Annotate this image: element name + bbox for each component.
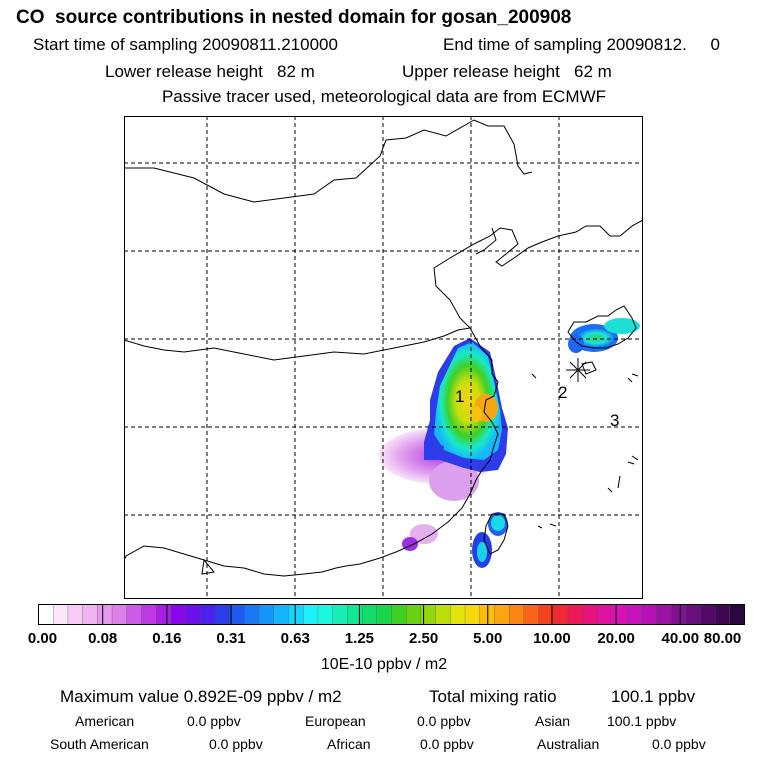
colorbar-cell (288, 604, 304, 625)
colorbar-cell (229, 604, 245, 625)
colorbar-cell (258, 604, 275, 625)
colorbar-cell (376, 604, 392, 625)
colorbar-cell (82, 604, 98, 625)
upper-release-label: Upper release height 62 m (402, 62, 612, 81)
colorbar-cell (567, 604, 584, 625)
maximum-value-label: Maximum value 0.892E-09 ppbv / m2 (60, 687, 342, 706)
colorbar-cell (435, 604, 451, 625)
map-frame (124, 116, 643, 599)
colorbar-cell (170, 604, 186, 625)
colorbar-tick-label: 10.00 (533, 630, 571, 647)
map-panel: 1 2 3 (124, 116, 643, 599)
region-name-asian: Asian (535, 713, 571, 729)
receptor-marker-icon (566, 358, 590, 382)
colorbar-cell (391, 604, 407, 625)
colorbar-cell (126, 604, 142, 625)
region-value-australian: 0.0 ppbv (652, 736, 706, 752)
colorbar-cell (611, 604, 628, 625)
end-time-label: End time of sampling 20090812. 0 (443, 35, 720, 54)
region-name-american: American (75, 713, 135, 729)
region-name-south-american: South American (50, 736, 149, 752)
tracer-note: Passive tracer used, meteorological data… (161, 87, 607, 106)
region-name-australian: Australian (537, 736, 600, 752)
grid-lines (124, 116, 643, 599)
colorbar-tick-label: 80.00 (703, 630, 742, 647)
colorbar-cell (464, 604, 481, 625)
region-value-asian: 100.1 ppbv (607, 713, 677, 729)
concentration-field (379, 318, 640, 568)
colorbar-cell (656, 604, 672, 625)
colorbar-cell (714, 604, 731, 625)
colorbar-tick-label: 5.00 (473, 630, 503, 647)
colorbar-tick-label: 0.63 (280, 630, 310, 647)
colorbar-unit: 10E-10 ppbv / m2 (320, 656, 448, 673)
colorbar-cell (244, 604, 260, 625)
start-time-label: Start time of sampling 20090811.210000 (33, 35, 338, 54)
colorbar-cell (273, 604, 289, 625)
total-mixing-label: Total mixing ratio (429, 687, 557, 706)
colorbar-tick-label: 1.25 (344, 630, 375, 647)
colorbar-cell (479, 604, 495, 625)
colorbar-tick-label: 0.08 (88, 630, 118, 647)
region-value-south-american: 0.0 ppbv (209, 736, 263, 752)
colorbar-cell (141, 604, 157, 625)
colorbar-cell (406, 604, 422, 625)
colorbar-cell (538, 604, 554, 625)
colorbar-cell (38, 604, 54, 625)
colorbar-cell (111, 604, 128, 625)
colorbar-cell (700, 604, 716, 625)
colorbar-tick-label: 2.50 (408, 630, 439, 647)
region-value-european: 0.0 ppbv (417, 713, 471, 729)
region-value-african: 0.0 ppbv (420, 736, 474, 752)
site-label-3: 3 (610, 411, 619, 430)
site-label-2: 2 (558, 383, 567, 402)
colorbar-cell (450, 604, 466, 625)
colorbar-cell (200, 604, 216, 625)
colorbar-tick-label: 0.16 (152, 630, 182, 647)
colorbar-tick-label: 0.00 (27, 630, 58, 647)
colorbar-cell (332, 604, 348, 625)
colorbar-cell (361, 604, 378, 625)
colorbar-cell (626, 604, 642, 625)
colorbar-cell (582, 604, 598, 625)
colorbar-tick-label: 0.31 (216, 630, 246, 647)
colorbar-cell (214, 604, 231, 625)
region-name-european: European (305, 713, 366, 729)
colorbar-cell (97, 604, 113, 625)
colorbar-cell (597, 604, 613, 625)
colorbar-cell (494, 604, 510, 625)
map-title: CO source contributions in nested domain… (16, 7, 572, 28)
colorbar-cell (553, 604, 569, 625)
coastlines (124, 119, 643, 577)
lower-release-label: Lower release height 82 m (105, 62, 315, 81)
colorbar-cell (156, 604, 172, 625)
colorbar-cell (67, 604, 83, 625)
region-value-american: 0.0 ppbv (187, 713, 241, 729)
colorbar-cell (185, 604, 201, 625)
colorbar (38, 604, 745, 625)
colorbar-tick-label: 20.00 (597, 630, 635, 647)
colorbar-cell (729, 604, 745, 625)
colorbar-tick-label: 40.00 (661, 630, 700, 647)
colorbar-cell (317, 604, 334, 625)
colorbar-cell (523, 604, 539, 625)
site-label-1: 1 (455, 387, 464, 406)
colorbar-cell (509, 604, 525, 625)
total-mixing-value: 100.1 ppbv (611, 687, 696, 706)
colorbar-cell (347, 604, 363, 625)
region-name-african: African (327, 736, 371, 752)
colorbar-cell (641, 604, 657, 625)
colorbar-cell (53, 604, 69, 625)
colorbar-cell (685, 604, 701, 625)
colorbar-cell (670, 604, 687, 625)
colorbar-cell (303, 604, 319, 625)
